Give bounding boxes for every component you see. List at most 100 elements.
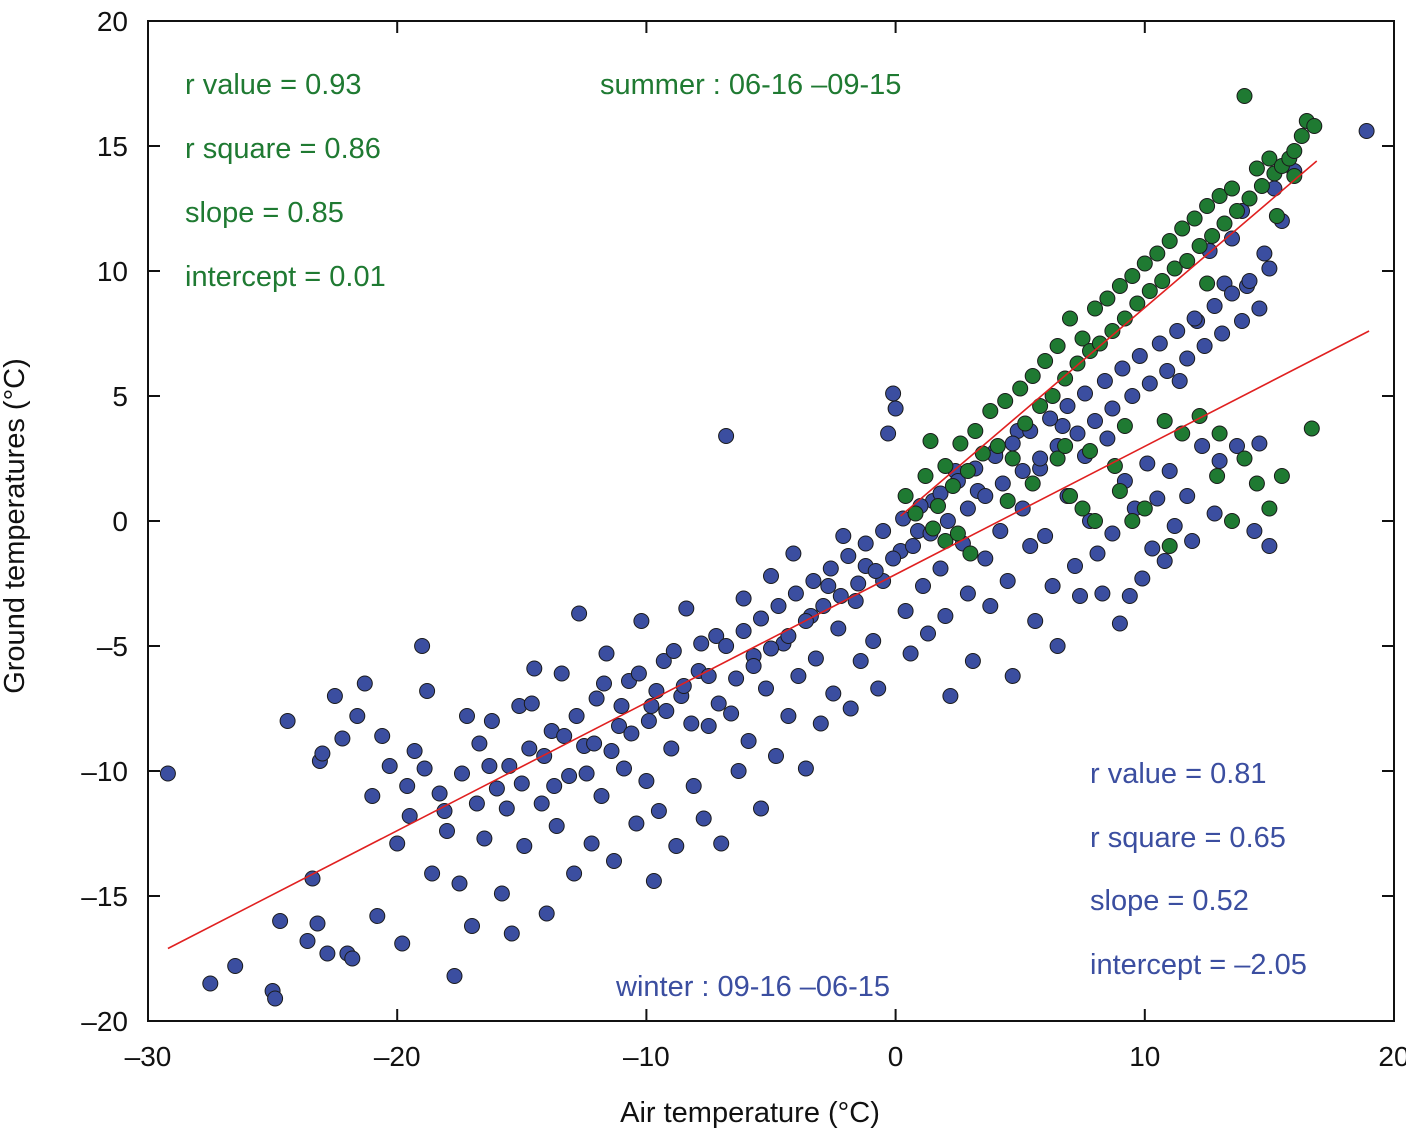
winter-point xyxy=(932,560,949,577)
winter-fit-line xyxy=(167,330,1370,950)
winter-point xyxy=(483,713,500,729)
winter-point xyxy=(1241,273,1258,289)
winter-point xyxy=(227,958,244,974)
winter-point xyxy=(842,700,859,717)
winter-point xyxy=(1004,435,1021,452)
winter-point xyxy=(1211,453,1228,469)
winter-point xyxy=(616,760,632,777)
summer-point xyxy=(1136,500,1153,517)
winter-point xyxy=(655,653,672,669)
winter-point xyxy=(1114,360,1131,377)
winter-point xyxy=(593,788,610,804)
winter-point xyxy=(638,773,655,789)
winter-point xyxy=(431,785,448,802)
winter-point xyxy=(1014,463,1031,479)
summer-point xyxy=(1166,260,1183,277)
winter-point xyxy=(566,865,583,882)
winter-point xyxy=(875,523,892,539)
summer-stats: r value = 0.93 r square = 0.86 slope = 0… xyxy=(185,69,901,293)
y-tick-label: 5 xyxy=(112,381,128,412)
x-tick-label: 10 xyxy=(1129,1041,1160,1072)
winter-point xyxy=(1104,525,1121,542)
winter-point xyxy=(588,690,605,707)
winter-point xyxy=(870,680,887,697)
winter-point xyxy=(451,875,468,892)
winter-point xyxy=(718,638,735,654)
summer-point xyxy=(897,488,914,504)
winter-point xyxy=(630,665,647,682)
x-tick-label: 0 xyxy=(888,1041,904,1072)
summer-point xyxy=(1174,220,1191,237)
winter-point xyxy=(787,585,804,602)
winter-point xyxy=(780,708,797,724)
winter-point xyxy=(1358,123,1375,139)
winter-point xyxy=(267,990,284,1007)
summer-point xyxy=(1141,283,1158,299)
summer-point xyxy=(1074,330,1091,347)
y-axis-title: Ground temperatures (°C) xyxy=(0,358,31,694)
winter-point xyxy=(835,528,852,544)
winter-point xyxy=(685,778,702,794)
summer-point xyxy=(1261,500,1278,517)
summer-point xyxy=(967,423,984,439)
summer-point xyxy=(1204,228,1221,244)
summer-point xyxy=(1082,443,1098,459)
winter-point xyxy=(521,740,538,757)
winter-point xyxy=(1224,285,1240,302)
summer-point xyxy=(1286,168,1303,184)
winter-point xyxy=(1139,455,1156,472)
winter-point xyxy=(1166,518,1183,534)
winter-point xyxy=(920,625,936,642)
winter-point xyxy=(159,765,176,782)
winter-point xyxy=(1037,528,1054,544)
summer-point xyxy=(1129,295,1146,312)
winter-point xyxy=(740,733,757,749)
winter-slope: slope = 0.52 xyxy=(1090,885,1249,917)
winter-point xyxy=(723,705,740,722)
winter-point xyxy=(1121,588,1138,604)
winter-point xyxy=(840,548,857,564)
summer-point xyxy=(1209,468,1226,484)
winter-point xyxy=(1096,373,1113,389)
winter-point xyxy=(763,568,779,584)
winter-point xyxy=(1161,463,1178,479)
y-tick-label: 20 xyxy=(97,6,128,37)
winter-points xyxy=(159,123,1375,1007)
winter-point xyxy=(942,688,959,704)
winter-point xyxy=(745,658,762,674)
summer-point xyxy=(1303,420,1320,437)
winter-point xyxy=(1194,438,1211,454)
summer-point xyxy=(1049,450,1066,467)
winter-point xyxy=(820,578,837,594)
winter-point xyxy=(959,500,976,517)
summer-point xyxy=(1161,538,1178,554)
winter-point xyxy=(683,715,700,732)
winter-point xyxy=(710,695,727,712)
x-axis-title: Air temperature (°C) xyxy=(620,1097,880,1129)
winter-point xyxy=(763,640,779,657)
winter-point xyxy=(424,865,441,882)
winter-point xyxy=(1144,540,1161,557)
winter-point xyxy=(807,650,824,667)
winter-point xyxy=(665,643,682,659)
winter-point xyxy=(1004,668,1021,684)
summer-point xyxy=(1037,353,1054,369)
summer-point xyxy=(1224,180,1240,197)
winter-point xyxy=(1069,425,1086,442)
winter-point xyxy=(1044,578,1061,594)
summer-point xyxy=(1241,190,1258,207)
winter-point xyxy=(299,933,316,949)
summer-point xyxy=(1161,233,1178,249)
winter-point xyxy=(1214,325,1231,342)
winter-point xyxy=(598,645,615,662)
winter-point xyxy=(1072,588,1088,604)
winter-intercept: intercept = –2.05 xyxy=(1090,949,1307,981)
summer-point xyxy=(917,468,934,484)
winter-point xyxy=(471,735,488,752)
summer-point xyxy=(1236,88,1253,104)
summer-point xyxy=(907,505,924,522)
winter-point xyxy=(902,645,919,662)
winter-point xyxy=(1149,490,1166,507)
winter-stats: r value = 0.81 r square = 0.65 slope = 0… xyxy=(615,758,1307,1003)
y-tick-label: –10 xyxy=(81,756,128,787)
